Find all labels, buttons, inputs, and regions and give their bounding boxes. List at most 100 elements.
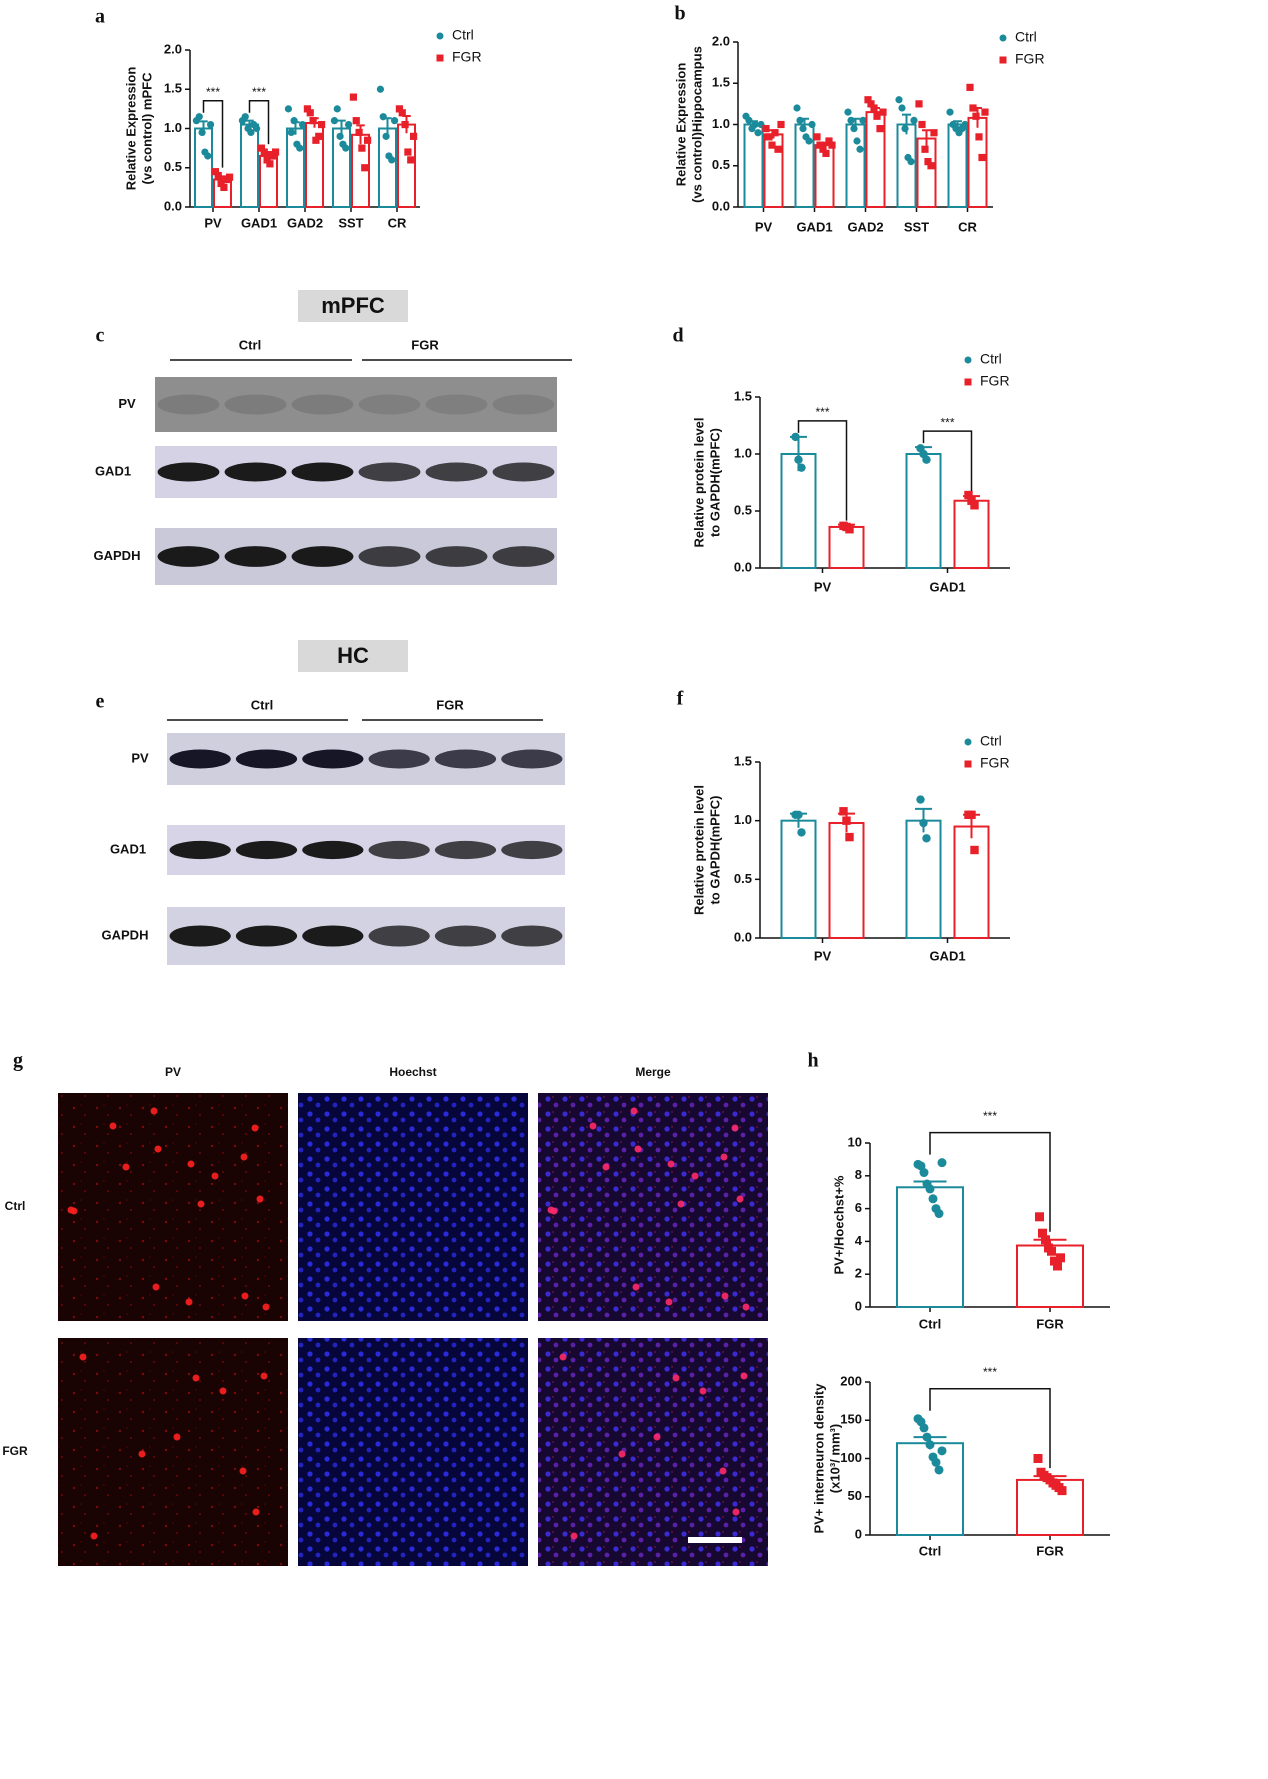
data-point — [930, 129, 938, 137]
region-box — [298, 290, 408, 322]
panel-letter: c — [96, 325, 105, 347]
data-point — [934, 1209, 944, 1219]
region-label: mPFC — [321, 293, 385, 318]
x-tick-label: GAD2 — [847, 219, 883, 234]
legend-marker — [436, 32, 444, 40]
bar — [378, 127, 397, 208]
y-tick-label: 0.0 — [164, 198, 182, 213]
blot-band — [169, 840, 231, 860]
data-point — [312, 136, 320, 144]
blot-band — [235, 749, 298, 769]
blot-background — [167, 733, 565, 785]
data-point — [876, 125, 884, 133]
significance-bracket — [248, 99, 270, 145]
blot-background — [155, 446, 557, 498]
data-point — [910, 116, 918, 124]
cell-spot — [665, 1298, 673, 1306]
data-point — [390, 117, 399, 125]
blot-band — [501, 840, 563, 860]
legend-label: Ctrl — [1015, 29, 1037, 45]
blot-band — [235, 840, 298, 860]
y-tick-label: 1.5 — [164, 81, 182, 96]
blot-band — [224, 394, 287, 415]
blot-band — [302, 840, 364, 860]
y-tick-label: 10 — [848, 1134, 862, 1149]
data-point — [816, 141, 824, 149]
y-tick-label: 1.0 — [734, 445, 752, 460]
blot-band — [358, 546, 421, 567]
blot-band — [169, 925, 231, 947]
bar — [953, 499, 990, 569]
cell-spot — [740, 1372, 748, 1380]
legend-label: Ctrl — [980, 351, 1002, 367]
cell-spot — [618, 1450, 626, 1458]
data-point — [967, 496, 976, 505]
blot-band — [302, 925, 364, 947]
y-axis-label: PV+ interneuron density — [811, 1383, 826, 1534]
blot-band — [235, 925, 298, 947]
data-point — [349, 93, 358, 101]
data-point — [825, 137, 833, 145]
x-tick-label: Ctrl — [919, 1316, 941, 1331]
data-point — [241, 113, 249, 121]
cell-spot — [632, 1283, 640, 1291]
legend-marker — [964, 356, 972, 364]
blot-band — [291, 394, 354, 415]
group-label: Ctrl — [251, 697, 273, 712]
data-point — [211, 168, 220, 176]
blot-band — [492, 462, 555, 482]
data-point — [922, 455, 931, 464]
blot-row-label: GAD1 — [110, 841, 146, 856]
cell-spot — [634, 1145, 642, 1153]
y-tick-label: 0.5 — [734, 871, 752, 886]
cell-spot — [241, 1292, 249, 1300]
blot-band — [434, 749, 497, 769]
blot-band — [425, 394, 488, 415]
cell-spot — [570, 1532, 578, 1540]
cell-spot — [719, 1467, 727, 1475]
y-tick-label: 0.0 — [734, 559, 752, 574]
panel-letter: e — [96, 691, 105, 713]
data-point — [799, 125, 807, 133]
data-point — [850, 125, 858, 133]
blot-band — [224, 462, 287, 482]
blot-background — [155, 528, 557, 585]
data-point — [204, 152, 212, 160]
y-tick-label: 2 — [855, 1266, 862, 1281]
x-tick-label: PV — [814, 579, 832, 594]
data-point — [822, 149, 830, 157]
data-point — [922, 1432, 932, 1442]
data-point — [964, 490, 973, 500]
blot-row-label: GAD1 — [95, 463, 131, 478]
y-tick-label: 200 — [840, 1373, 862, 1388]
cell-spot — [589, 1122, 597, 1130]
cell-spot — [742, 1303, 750, 1311]
data-point — [206, 120, 215, 129]
data-point — [919, 818, 928, 828]
y-tick-label: 1.0 — [734, 812, 752, 827]
significance-label: *** — [252, 85, 266, 99]
y-tick-label: 1.0 — [712, 116, 730, 131]
y-tick-label: 1.0 — [164, 120, 182, 135]
blot-band — [291, 462, 354, 482]
cell-spot — [691, 1172, 699, 1180]
significance-bracket — [797, 420, 848, 521]
blot-band — [425, 546, 488, 567]
data-point — [765, 133, 773, 141]
significance-label: *** — [206, 85, 220, 99]
group-label: FGR — [436, 697, 464, 712]
data-point — [195, 113, 203, 121]
data-point — [342, 144, 350, 152]
data-point — [845, 525, 854, 534]
data-point — [344, 120, 353, 129]
bar — [947, 123, 968, 208]
bar — [286, 127, 305, 208]
data-point — [355, 128, 363, 137]
data-point — [306, 109, 314, 117]
cell-spot — [630, 1107, 638, 1115]
data-point — [266, 160, 274, 168]
data-point — [352, 117, 360, 125]
data-point — [970, 501, 979, 510]
group-label: Ctrl — [239, 337, 261, 352]
data-point — [925, 1184, 935, 1194]
